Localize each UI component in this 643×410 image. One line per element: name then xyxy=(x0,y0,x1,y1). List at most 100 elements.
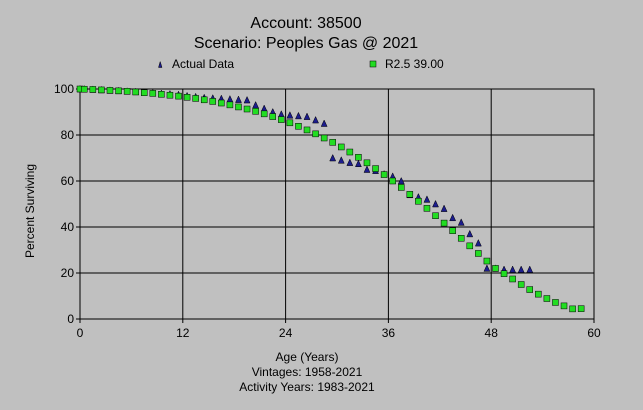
data-point-r25 xyxy=(260,110,268,118)
data-point-actual xyxy=(517,265,525,273)
data-point-r25 xyxy=(123,88,131,95)
data-point-r25 xyxy=(398,184,405,191)
data-point-r25 xyxy=(372,165,379,172)
data-point-actual xyxy=(355,159,362,167)
plot-area xyxy=(79,88,595,320)
data-point-actual xyxy=(286,111,294,119)
data-point-r25 xyxy=(569,305,576,313)
data-point-actual xyxy=(312,115,319,124)
data-point-actual xyxy=(363,165,371,173)
y-tick-label: 0 xyxy=(67,312,74,326)
data-point-r25 xyxy=(115,87,122,95)
data-point-r25 xyxy=(363,159,371,167)
grid-lines xyxy=(79,88,595,320)
y-tick-label: 60 xyxy=(61,174,75,188)
legend-label-r25: R2.5 39.00 xyxy=(385,57,444,71)
data-point-actual xyxy=(329,153,337,162)
data-point-r25 xyxy=(235,103,242,111)
data-point-actual xyxy=(397,176,405,185)
legend: Actual Data R2.5 39.00 xyxy=(158,57,444,71)
data-point-r25 xyxy=(526,286,533,293)
caption-vintages: Vintages: 1958-2021 xyxy=(252,365,363,379)
data-point-r25 xyxy=(106,87,114,94)
data-point-r25 xyxy=(517,281,525,288)
y-tick-label: 20 xyxy=(61,266,75,280)
data-point-r25 xyxy=(218,99,225,107)
data-point-r25 xyxy=(535,290,542,298)
data-point-actual xyxy=(320,119,328,127)
data-point-r25 xyxy=(149,90,157,97)
x-tick-label: 60 xyxy=(587,326,601,340)
data-point-r25 xyxy=(209,98,217,105)
data-point-r25 xyxy=(543,295,551,302)
data-point-r25 xyxy=(406,191,414,198)
data-point-r25 xyxy=(295,123,302,130)
data-point-actual xyxy=(483,264,491,272)
series-r25-curve xyxy=(76,85,585,313)
data-point-r25 xyxy=(81,85,88,93)
data-point-actual xyxy=(440,204,448,212)
data-point-r25 xyxy=(338,143,345,151)
x-tick-label: 24 xyxy=(279,326,293,340)
data-point-r25 xyxy=(192,95,199,102)
data-point-r25 xyxy=(457,235,465,242)
y-axis-ticks: 0 20 40 60 80 100 xyxy=(54,82,80,326)
chart-title-line-1: Account: 38500 xyxy=(250,15,361,32)
data-point-r25 xyxy=(355,154,362,161)
data-point-actual xyxy=(346,158,354,166)
x-axis-label: Age (Years) xyxy=(276,350,339,364)
legend-marker-actual-data xyxy=(158,60,163,68)
chart-title-line-2: Scenario: Peoples Gas @ 2021 xyxy=(194,35,418,52)
data-point-r25 xyxy=(423,205,431,212)
data-point-actual xyxy=(449,213,457,222)
data-point-actual xyxy=(243,95,251,104)
data-point-r25 xyxy=(278,116,285,123)
x-tick-label: 36 xyxy=(382,326,396,340)
data-point-actual xyxy=(457,218,465,226)
data-point-r25 xyxy=(158,91,165,98)
data-point-actual xyxy=(303,112,311,120)
data-point-r25 xyxy=(175,92,182,100)
data-point-r25 xyxy=(500,270,508,277)
x-axis-ticks: 0 12 24 36 48 60 xyxy=(77,319,601,340)
y-tick-label: 80 xyxy=(61,128,75,142)
data-point-r25 xyxy=(466,242,474,250)
x-tick-label: 48 xyxy=(485,326,499,340)
legend-marker-r25 xyxy=(369,60,377,68)
data-point-r25 xyxy=(380,171,388,178)
data-point-r25 xyxy=(286,119,294,127)
data-point-r25 xyxy=(132,88,139,96)
y-tick-label: 40 xyxy=(61,220,75,234)
legend-label-actual-data: Actual Data xyxy=(172,57,234,71)
data-point-r25 xyxy=(312,130,319,138)
data-point-r25 xyxy=(440,219,448,227)
data-point-actual xyxy=(509,265,517,273)
data-point-r25 xyxy=(303,126,311,134)
data-point-actual xyxy=(235,95,242,103)
x-tick-label: 12 xyxy=(176,326,190,340)
data-point-r25 xyxy=(200,96,208,104)
data-point-r25 xyxy=(483,257,491,265)
x-tick-label: 0 xyxy=(77,326,84,340)
data-point-r25 xyxy=(89,86,97,93)
data-point-actual xyxy=(466,229,474,238)
data-point-r25 xyxy=(226,101,234,109)
data-point-r25 xyxy=(166,91,174,99)
data-point-r25 xyxy=(415,197,422,205)
data-point-r25 xyxy=(449,227,456,234)
data-point-r25 xyxy=(509,275,516,283)
data-point-r25 xyxy=(98,86,105,94)
data-point-actual xyxy=(423,195,431,203)
data-point-r25 xyxy=(432,212,439,219)
data-point-r25 xyxy=(329,139,336,146)
data-point-r25 xyxy=(577,305,585,312)
data-point-r25 xyxy=(252,108,259,115)
data-point-r25 xyxy=(492,265,499,272)
data-point-r25 xyxy=(475,250,482,257)
data-point-r25 xyxy=(560,302,568,310)
data-point-r25 xyxy=(243,105,251,113)
y-axis-label: Percent Surviving xyxy=(23,164,37,258)
data-point-r25 xyxy=(183,94,191,101)
data-point-r25 xyxy=(552,299,559,306)
